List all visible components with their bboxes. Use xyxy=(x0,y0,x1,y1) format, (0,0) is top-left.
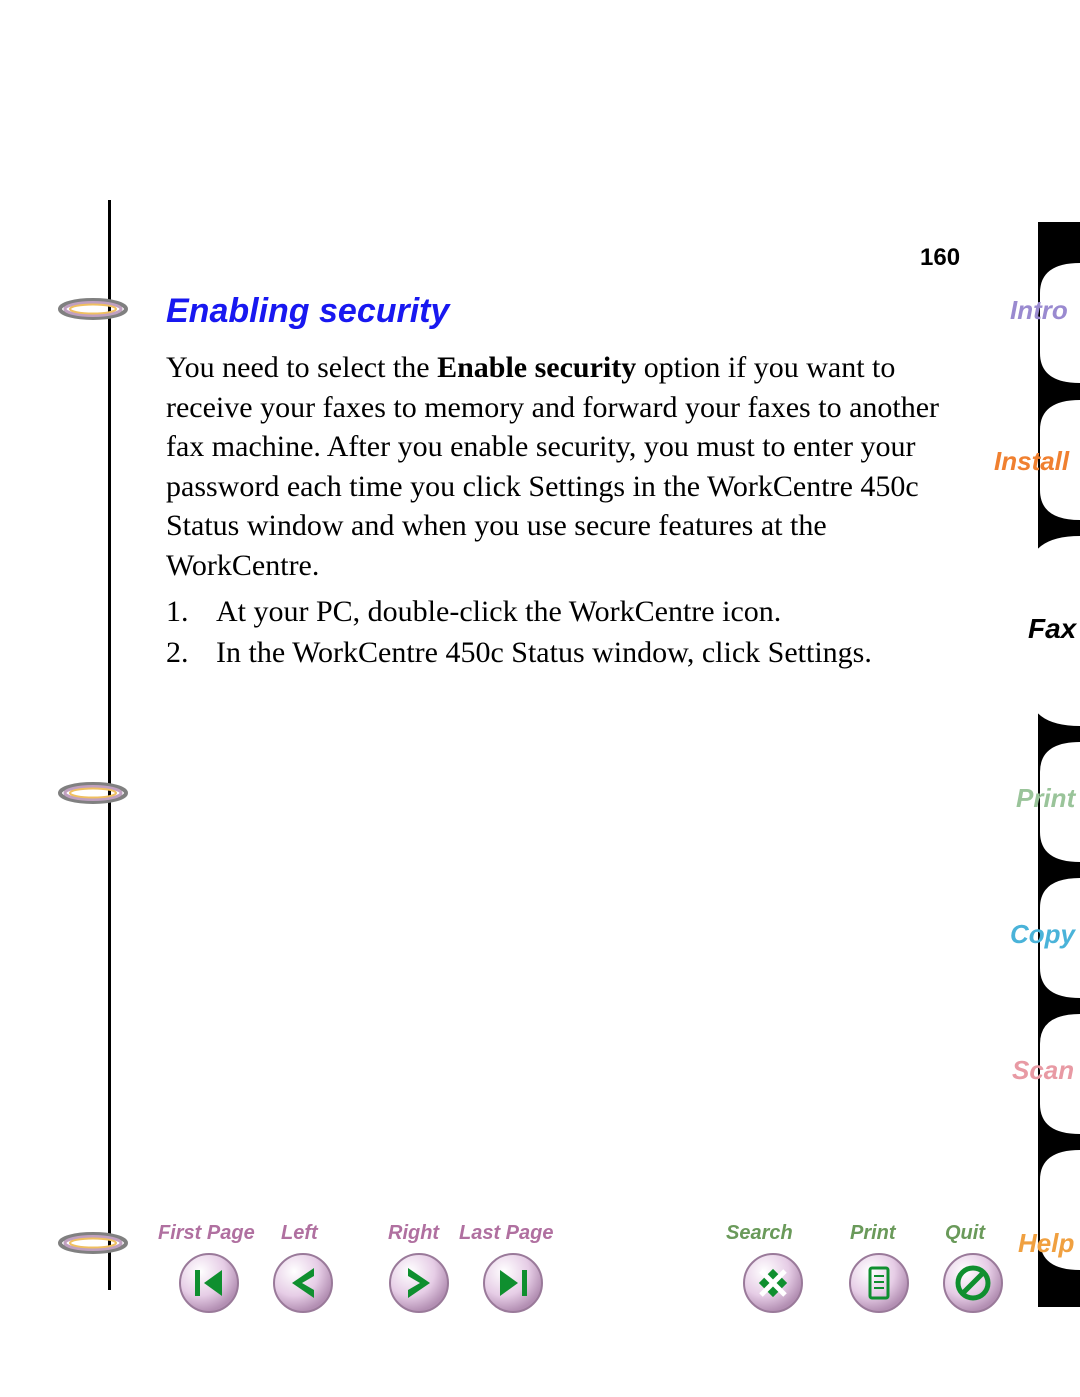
prev-page-button[interactable] xyxy=(272,1252,334,1314)
para-tail: option if you want to receive your faxes… xyxy=(166,351,939,582)
last-page-button[interactable] xyxy=(482,1252,544,1314)
para-bold: Enable security xyxy=(437,351,636,384)
next-page-button[interactable] xyxy=(388,1252,450,1314)
nav-label-search: Search xyxy=(726,1222,793,1245)
section-heading: Enabling security xyxy=(166,292,449,331)
nav-label-last-page: Last Page xyxy=(459,1222,553,1245)
intro-paragraph: You need to select the Enable security o… xyxy=(166,348,956,586)
tab-label-install: Install xyxy=(994,446,1069,477)
tab-label-fax: Fax xyxy=(1028,613,1076,645)
step-text: At your PC, double-click the WorkCentre … xyxy=(216,595,781,628)
search-icon xyxy=(742,1252,804,1314)
step-text: In the WorkCentre 450c Status window, cl… xyxy=(216,636,872,669)
first-page-icon xyxy=(178,1252,240,1314)
steps-list: 1.At your PC, double-click the WorkCentr… xyxy=(166,592,956,673)
print-button[interactable] xyxy=(848,1252,910,1314)
nav-label-right: Right xyxy=(388,1222,439,1245)
content-body: You need to select the Enable security o… xyxy=(166,348,956,673)
last-page-icon xyxy=(482,1252,544,1314)
tab-label-help: Help xyxy=(1018,1228,1074,1259)
chevron-right-icon xyxy=(388,1252,450,1314)
search-button[interactable] xyxy=(742,1252,804,1314)
nav-label-first-page: First Page xyxy=(158,1222,255,1245)
binder-ring xyxy=(58,1230,128,1256)
binder-ring xyxy=(58,296,128,322)
tab-label-print: Print xyxy=(1016,783,1075,814)
list-item: 1.At your PC, double-click the WorkCentr… xyxy=(166,592,956,632)
para-lead: You need to select the xyxy=(166,351,437,384)
tab-label-intro: Intro xyxy=(1010,295,1068,326)
print-icon xyxy=(848,1252,910,1314)
first-page-button[interactable] xyxy=(178,1252,240,1314)
nav-label-print: Print xyxy=(850,1222,896,1245)
tab-label-copy: Copy xyxy=(1010,919,1075,950)
page-number: 160 xyxy=(920,244,960,272)
nav-label-quit: Quit xyxy=(945,1222,985,1245)
list-item: 2.In the WorkCentre 450c Status window, … xyxy=(166,633,956,673)
chevron-left-icon xyxy=(272,1252,334,1314)
binder-ring xyxy=(58,780,128,806)
quit-button[interactable] xyxy=(942,1252,1004,1314)
quit-icon xyxy=(942,1252,1004,1314)
tab-label-scan: Scan xyxy=(1012,1055,1074,1086)
binder-spine xyxy=(108,200,111,1290)
nav-label-left: Left xyxy=(281,1222,318,1245)
